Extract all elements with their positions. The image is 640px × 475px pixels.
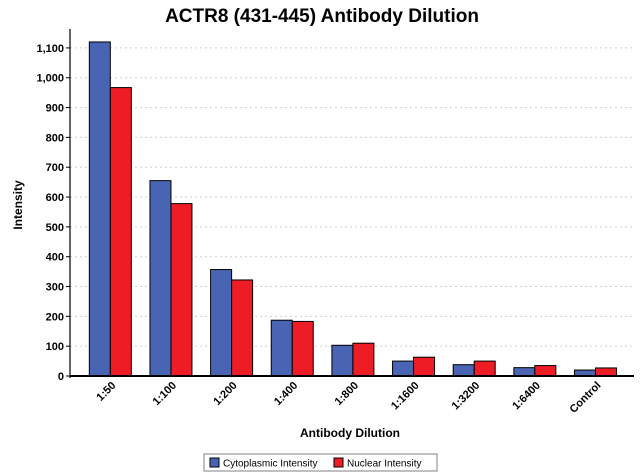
y-tick-label: 900 xyxy=(46,103,64,115)
y-axis-label: Intensity xyxy=(11,180,25,230)
legend-swatch xyxy=(333,457,344,468)
bar-cytoplasmic xyxy=(149,180,172,377)
x-tick-label: 1:6400 xyxy=(510,380,543,413)
y-tick-label: 600 xyxy=(46,192,64,204)
x-tick-label: 1:3200 xyxy=(450,380,483,413)
bar-nuclear xyxy=(170,203,193,377)
bar-cytoplasmic xyxy=(331,344,354,377)
legend-swatch xyxy=(209,457,220,468)
axes xyxy=(69,29,634,378)
y-tick-label: 0 xyxy=(58,371,64,383)
x-axis-label: Antibody Dilution xyxy=(300,426,400,440)
bar-cytoplasmic xyxy=(270,319,293,377)
x-tick-label: 1:800 xyxy=(333,380,361,408)
bar-nuclear xyxy=(473,360,496,377)
x-tick-label: Control xyxy=(567,380,603,416)
y-tick-label: 700 xyxy=(46,162,64,174)
bar-nuclear xyxy=(291,320,314,377)
legend-box xyxy=(203,453,438,472)
grid-lines xyxy=(70,47,634,347)
y-tick-label: 500 xyxy=(46,222,64,234)
y-tick-label: 1,100 xyxy=(36,43,64,55)
bar-cytoplasmic xyxy=(210,269,233,377)
legend-label: Nuclear Intensity xyxy=(347,459,421,470)
legend-label: Cytoplasmic Intensity xyxy=(223,459,317,470)
bar-cytoplasmic xyxy=(513,367,536,377)
y-tick-label: 1,000 xyxy=(36,73,64,85)
legend: Cytoplasmic Intensity Nuclear Intensity xyxy=(203,453,438,472)
bar-nuclear xyxy=(594,367,617,377)
y-tick-label: 400 xyxy=(46,252,64,264)
y-tick-label: 200 xyxy=(46,311,64,323)
x-tick-label: 1:400 xyxy=(272,380,300,408)
bar-nuclear xyxy=(413,356,436,377)
bars xyxy=(88,41,617,377)
bar-nuclear xyxy=(109,87,132,377)
chart-title: ACTR8 (431-445) Antibody Dilution xyxy=(165,6,479,27)
y-tick-label: 100 xyxy=(46,341,64,353)
y-tick-labels: 0 100 200 300 400 500 600 700 800 900 1,000 1,100 xyxy=(36,43,70,383)
bar-nuclear xyxy=(231,279,254,377)
x-tick-label: 1:100 xyxy=(151,380,179,408)
bar-cytoplasmic xyxy=(88,41,111,377)
x-tick-label: 1:200 xyxy=(211,380,239,408)
y-tick-label: 300 xyxy=(46,282,64,294)
bar-cytoplasmic xyxy=(392,360,415,377)
bar-nuclear xyxy=(534,365,557,377)
x-tick-label: 1:50 xyxy=(94,380,118,404)
bar-cytoplasmic xyxy=(452,364,475,377)
bar-nuclear xyxy=(352,342,375,377)
y-tick-label: 800 xyxy=(46,132,64,144)
x-tick-label: 1:1600 xyxy=(389,380,422,413)
x-tick-labels: 1:50 1:100 1:200 1:400 1:800 1:1600 1:3200 1:64… xyxy=(94,380,603,416)
